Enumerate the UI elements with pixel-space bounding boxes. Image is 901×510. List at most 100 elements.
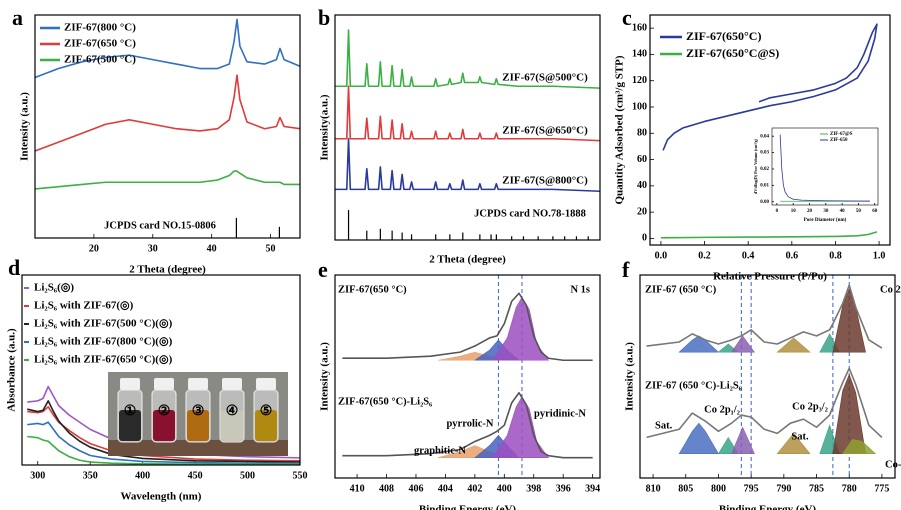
panel: c0.0 0.2 0.4 0.6 0.8 1.0020406080100120140160… bbox=[614, 5, 891, 283]
y-tick-label: 120 bbox=[632, 75, 647, 86]
y-tick-label: 160 bbox=[632, 22, 647, 33]
legend-swatch bbox=[24, 341, 29, 343]
x-axis-label: 2 Theta (degree) bbox=[429, 254, 506, 266]
annotation: Co-S bbox=[885, 459, 901, 470]
y-tick-label: 140 bbox=[632, 49, 647, 60]
legend-label: Li₂S₆ with ZIF-67(◎) bbox=[34, 300, 134, 312]
series-group bbox=[646, 284, 883, 454]
series-label: ZIF-67(S@800°C) bbox=[502, 175, 588, 187]
series-line bbox=[342, 391, 593, 459]
y-tick-label: 0.02 bbox=[760, 167, 769, 172]
vial-label: ① bbox=[124, 404, 137, 419]
y-tick-label: 0.04 bbox=[760, 134, 769, 139]
x-tick-label: 20 bbox=[807, 209, 813, 214]
x-tick-label: 0.8 bbox=[829, 250, 842, 261]
vial-label: ⑤ bbox=[260, 404, 273, 419]
annotation: JCPDS card NO.15-0806 bbox=[104, 220, 216, 231]
panel-label: c bbox=[622, 5, 632, 30]
y-axis-label: Quantity Adsorbed (cm³/g STP) bbox=[614, 55, 626, 204]
x-tick-label: 350 bbox=[83, 470, 98, 481]
panel: a 20 30 40 50 2 Theta (degree) Intensity (a.u.… bbox=[12, 5, 301, 276]
plot-frame bbox=[21, 274, 301, 466]
panel-label: d bbox=[8, 255, 20, 280]
legend-label: ZIF-67(500 °C) bbox=[64, 54, 136, 66]
vial-label: ③ bbox=[192, 404, 205, 419]
y-tick-label: 0.00 bbox=[760, 200, 769, 205]
x-tick-label: 398 bbox=[526, 483, 541, 494]
x-tick-label: 50 bbox=[266, 243, 276, 254]
x-tick-label: 10 bbox=[791, 209, 797, 214]
x-axis-label: Binding Energy (eV) bbox=[419, 504, 517, 510]
series-group bbox=[35, 18, 300, 190]
x-tick-label: 300 bbox=[30, 470, 45, 481]
x-tick-label: 400 bbox=[497, 483, 512, 494]
annotation: ZIF-67 (650 °C) bbox=[645, 284, 717, 295]
fit-peak bbox=[776, 432, 811, 454]
series-line bbox=[35, 18, 300, 79]
series-group bbox=[342, 292, 593, 459]
x-axis-label: Relative Pressure (P/Po) bbox=[713, 271, 827, 283]
panel-label: a bbox=[12, 5, 23, 30]
panel: e 410 408 406 404 402 400 398 396 394 Binding Ener… bbox=[318, 257, 601, 510]
x-axis-label: Binding Energy (eV) bbox=[719, 504, 817, 510]
legend-label: ZIF-67(800 °C) bbox=[64, 22, 136, 34]
fit-peak bbox=[678, 422, 719, 454]
vial-liquid bbox=[221, 410, 243, 441]
y-axis-label: Intensity(a.u.) bbox=[319, 94, 331, 160]
plot-frame bbox=[649, 14, 891, 246]
x-tick-label: 450 bbox=[188, 470, 203, 481]
x-tick-label: 30 bbox=[148, 243, 158, 254]
annotation: ZIF-67(650 °C)-Li₂S₆ bbox=[338, 396, 432, 407]
series-line bbox=[35, 74, 300, 152]
y-axis-label: Intensity (a.u.) bbox=[624, 342, 636, 411]
x-axis-label: Pore Diameter (nm) bbox=[804, 218, 847, 223]
x-tick-label: 402 bbox=[467, 483, 482, 494]
x-tick-label: 0.0 bbox=[655, 250, 668, 261]
panel: d 300 350 400 450 500 550 Wavelength (nm) Absorb… bbox=[6, 255, 308, 502]
x-tick-label: 40 bbox=[840, 209, 846, 214]
series-line bbox=[779, 134, 870, 202]
legend-label: Li₂S₆ with ZIF-67(500 °C)(◎) bbox=[34, 318, 173, 330]
series-line bbox=[27, 406, 300, 462]
x-tick-label: 0.2 bbox=[698, 250, 711, 261]
annotation: pyridinic-N bbox=[534, 408, 586, 419]
series-line bbox=[662, 23, 878, 151]
panel: b 2 Theta (degree) Intensity(a.u.) ZIF-67(S… bbox=[318, 5, 601, 266]
series-line bbox=[335, 29, 600, 89]
series-line bbox=[646, 367, 883, 439]
y-tick-label: 100 bbox=[632, 101, 647, 112]
series-line bbox=[27, 421, 300, 465]
series-label: ZIF-67(S@650°C) bbox=[502, 125, 588, 137]
series-group bbox=[779, 134, 870, 202]
x-tick-label: 0.4 bbox=[742, 250, 755, 261]
x-tick-label: 408 bbox=[379, 483, 394, 494]
y-axis-label: Absorbance (a.u.) bbox=[6, 328, 18, 412]
annotation: Co 2p₁/₂ bbox=[704, 404, 740, 415]
vial-liquid bbox=[187, 410, 209, 441]
vial-cap bbox=[256, 378, 276, 390]
series-line bbox=[342, 292, 593, 362]
y-axis-label: dV/dlog(D) Pore Volume (cm³/g) bbox=[753, 138, 758, 194]
y-tick-label: 60 bbox=[637, 154, 647, 165]
x-tick-label: 60 bbox=[872, 209, 878, 214]
series-group bbox=[660, 23, 878, 239]
x-tick-label: 805 bbox=[678, 483, 693, 494]
y-tick-label: 0.03 bbox=[760, 151, 769, 156]
x-tick-label: 20 bbox=[89, 243, 99, 254]
x-tick-label: 30 bbox=[823, 209, 829, 214]
legend-label: ZIF-67@S bbox=[830, 132, 853, 137]
series-line bbox=[660, 231, 878, 239]
x-tick-label: 0.6 bbox=[786, 250, 799, 261]
legend-swatch bbox=[24, 359, 29, 361]
x-tick-label: 410 bbox=[350, 483, 365, 494]
vial-label: ② bbox=[158, 404, 171, 419]
fit-peak bbox=[776, 337, 811, 353]
x-tick-label: 780 bbox=[842, 483, 857, 494]
panel: f 810 805 800 795 790 785 780 775 Binding Energy … bbox=[622, 257, 901, 510]
y-tick-label: 40 bbox=[637, 180, 647, 191]
series-group bbox=[27, 385, 300, 465]
y-tick-label: 80 bbox=[637, 128, 647, 139]
y-tick-label: 0.01 bbox=[760, 183, 769, 188]
legend-swatch bbox=[24, 305, 29, 307]
